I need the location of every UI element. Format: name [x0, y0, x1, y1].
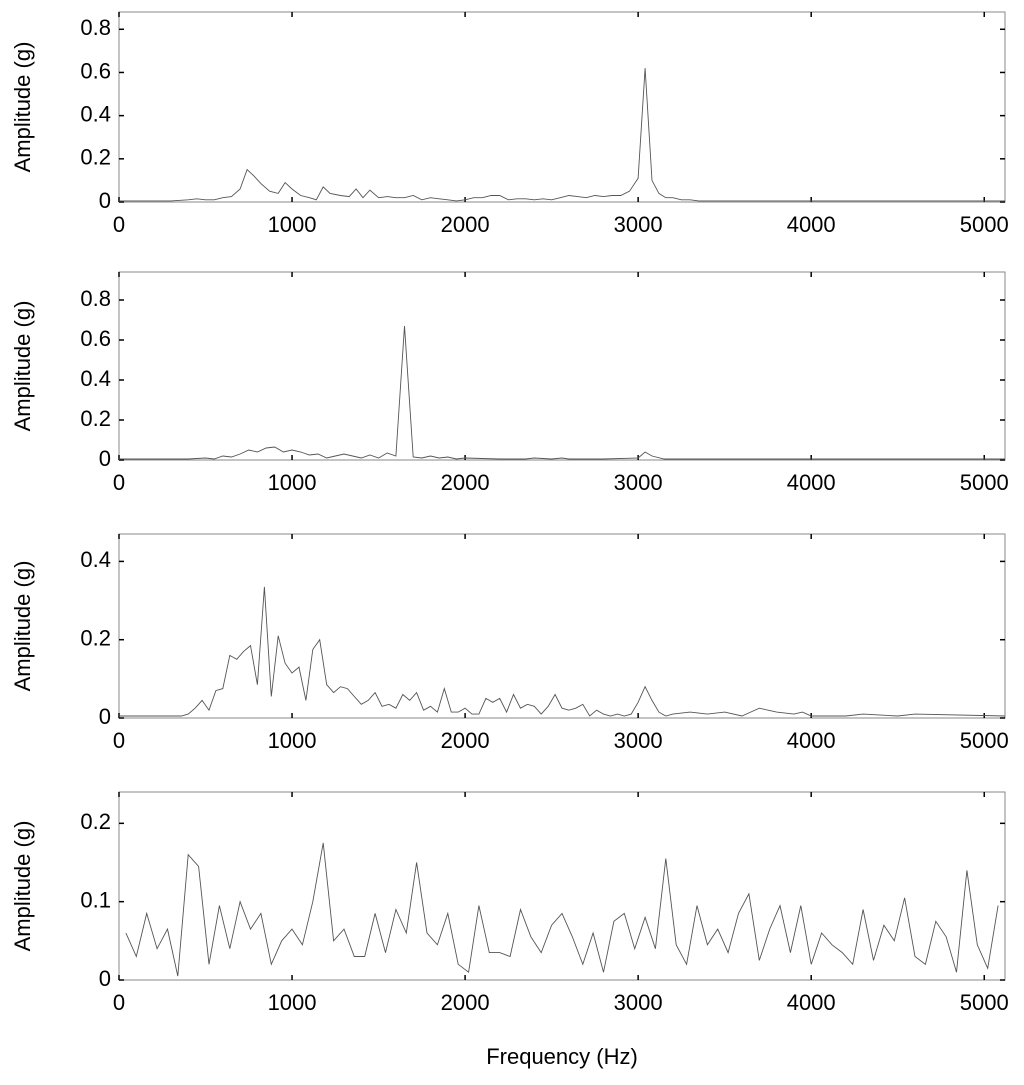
x-tick-label: 1000: [268, 470, 317, 495]
x-tick-label: 1000: [268, 212, 317, 237]
y-tick-label: 0: [99, 966, 111, 991]
y-tick-label: 0.4: [80, 547, 111, 572]
x-tick-label: 5000: [960, 470, 1009, 495]
subplot: 0 1000 2000 3000 4000 5000 0 0.1 0.2 Amplitude (g…: [10, 791, 1009, 1015]
x-tick-label: 5000: [960, 728, 1009, 753]
y-tick-label: 0.4: [80, 101, 111, 126]
x-tick-label: 1000: [268, 990, 317, 1015]
y-axis-label: Amplitude (g): [10, 561, 35, 692]
subplot: 0 1000 2000 3000 4000 5000 0 0.2 0.4 0.6 0.8 Amplit…: [10, 271, 1009, 495]
plot-frame: [118, 533, 1006, 719]
y-axis-label: Amplitude (g): [10, 42, 35, 173]
x-tick-label: 0: [113, 990, 125, 1015]
x-tick-label: 1000: [268, 728, 317, 753]
y-tick-label: 0: [99, 704, 111, 729]
x-axis-label: Frequency (Hz): [486, 1044, 638, 1069]
plot-frame: [118, 791, 1006, 981]
y-tick-label: 0.4: [80, 366, 111, 391]
subplot: 0 1000 2000 3000 4000 5000 0 0.2 0.4 Amplitude (g…: [10, 533, 1009, 753]
x-tick-label: 0: [113, 470, 125, 495]
x-tick-label: 0: [113, 728, 125, 753]
plot-frame: [118, 271, 1006, 461]
x-tick-label: 3000: [614, 728, 663, 753]
y-tick-label: 0: [99, 188, 111, 213]
x-tick-label: 4000: [787, 212, 836, 237]
spectrum-line: [119, 325, 1005, 460]
subplot: 0 1000 2000 3000 4000 5000 0 0.2 0.4 0.6 0.8 Amplit…: [10, 11, 1009, 237]
x-tick-label: 2000: [441, 990, 490, 1015]
x-tick-label: 4000: [787, 728, 836, 753]
x-tick-label: 2000: [441, 728, 490, 753]
x-tick-label: 0: [113, 212, 125, 237]
y-tick-label: 0.2: [80, 145, 111, 170]
x-tick-label: 3000: [614, 990, 663, 1015]
spectrum-line: [119, 68, 1005, 202]
x-tick-label: 2000: [441, 212, 490, 237]
y-axis-label: Amplitude (g): [10, 821, 35, 952]
x-tick-label: 5000: [960, 212, 1009, 237]
x-tick-label: 3000: [614, 470, 663, 495]
y-axis-label: Amplitude (g): [10, 301, 35, 432]
y-tick-label: 0.8: [80, 286, 111, 311]
y-tick-label: 0.2: [80, 809, 111, 834]
y-tick-label: 0: [99, 446, 111, 471]
x-tick-label: 4000: [787, 470, 836, 495]
plot-frame: [118, 11, 1006, 203]
spectrum-line: [119, 586, 1006, 717]
spectrum-line: [125, 842, 999, 977]
x-tick-label: 4000: [787, 990, 836, 1015]
y-tick-label: 0.8: [80, 15, 111, 40]
y-tick-label: 0.1: [80, 887, 111, 912]
x-tick-label: 2000: [441, 470, 490, 495]
y-tick-label: 0.6: [80, 326, 111, 351]
y-tick-label: 0.2: [80, 406, 111, 431]
y-tick-label: 0.6: [80, 58, 111, 83]
x-tick-label: 5000: [960, 990, 1009, 1015]
x-tick-label: 3000: [614, 212, 663, 237]
y-tick-label: 0.2: [80, 626, 111, 651]
